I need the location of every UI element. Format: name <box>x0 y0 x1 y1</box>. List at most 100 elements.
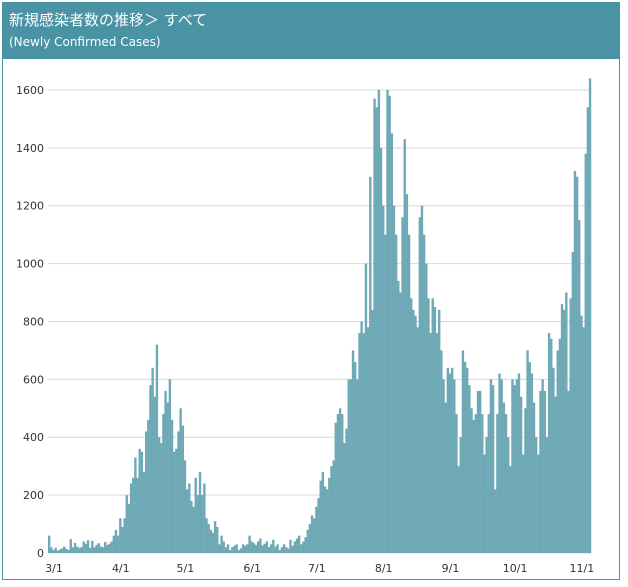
bar <box>310 515 314 553</box>
bar <box>91 540 94 553</box>
bar <box>323 486 327 553</box>
bar <box>384 234 387 553</box>
bar <box>82 541 85 553</box>
bar <box>478 390 482 553</box>
bar <box>315 506 318 553</box>
bar <box>276 544 279 553</box>
bar <box>347 379 350 553</box>
bar <box>71 547 75 553</box>
bar <box>132 477 135 553</box>
bar <box>528 361 531 553</box>
y-tick-label: 200 <box>23 489 44 502</box>
bar <box>216 526 219 553</box>
bar <box>58 549 62 553</box>
bar <box>565 292 568 553</box>
bar <box>420 205 424 553</box>
bar <box>198 471 202 553</box>
bar <box>351 350 355 553</box>
x-tick-label: 10/1 <box>503 562 528 575</box>
bar <box>50 547 53 553</box>
bar <box>545 437 549 553</box>
x-tick-label: 8/1 <box>375 562 393 575</box>
bar <box>558 338 562 553</box>
x-tick-label: 4/1 <box>112 562 130 575</box>
bar <box>274 546 277 553</box>
bar <box>522 454 525 553</box>
bar <box>306 529 309 553</box>
bar <box>489 379 493 553</box>
bar <box>491 385 495 553</box>
bar <box>241 544 245 553</box>
bar <box>194 477 197 553</box>
bar <box>509 466 512 553</box>
bar <box>272 539 275 553</box>
bar <box>129 483 133 553</box>
bar <box>213 521 217 553</box>
bar <box>110 541 113 553</box>
bar <box>226 544 230 553</box>
bar <box>190 500 193 553</box>
bar <box>582 327 585 553</box>
bar <box>140 451 144 553</box>
bar <box>106 544 109 553</box>
bar <box>569 298 572 553</box>
bar <box>552 367 555 553</box>
bar <box>474 414 478 553</box>
bar <box>541 379 544 553</box>
bar <box>287 548 290 553</box>
bar <box>377 89 381 553</box>
bar <box>147 419 150 553</box>
y-tick-label: 1000 <box>16 258 44 271</box>
bar <box>494 489 497 553</box>
bar <box>358 333 361 553</box>
bar <box>418 217 422 553</box>
bar <box>291 545 294 553</box>
bar <box>205 518 208 553</box>
bar <box>356 379 359 553</box>
bar <box>500 379 503 553</box>
bar <box>162 414 165 553</box>
bar <box>386 89 389 553</box>
bar <box>580 315 583 553</box>
bar <box>403 139 406 553</box>
bar <box>263 543 266 553</box>
bar <box>73 542 77 553</box>
x-tick-label: 7/1 <box>308 562 326 575</box>
bar <box>95 544 98 553</box>
x-tick-label: 5/1 <box>177 562 195 575</box>
bar <box>231 547 234 553</box>
bar <box>282 544 286 553</box>
bar <box>578 220 581 553</box>
x-tick-label: 11/1 <box>570 562 595 575</box>
bar <box>433 307 437 553</box>
bar <box>257 541 260 553</box>
bar <box>179 408 182 553</box>
bar <box>248 535 251 553</box>
bar <box>537 454 540 553</box>
bar <box>134 457 137 553</box>
bar <box>224 547 228 553</box>
bar <box>200 495 204 553</box>
bar <box>181 425 184 553</box>
bar <box>170 419 174 553</box>
bar <box>233 545 236 553</box>
bar <box>336 414 340 553</box>
bar <box>265 541 269 553</box>
bar <box>229 550 232 553</box>
bar <box>369 176 372 553</box>
bar <box>317 498 320 553</box>
bar <box>97 543 100 553</box>
bar <box>104 542 107 553</box>
bar <box>390 133 394 553</box>
bar <box>567 390 570 553</box>
bar <box>175 448 178 553</box>
bar <box>259 538 262 553</box>
y-tick-label: 800 <box>23 315 44 328</box>
bar <box>123 518 126 553</box>
bar <box>308 524 312 553</box>
bar <box>54 547 57 553</box>
bar <box>429 333 432 553</box>
bar <box>56 550 60 553</box>
bar <box>573 170 577 553</box>
bar <box>487 414 490 553</box>
